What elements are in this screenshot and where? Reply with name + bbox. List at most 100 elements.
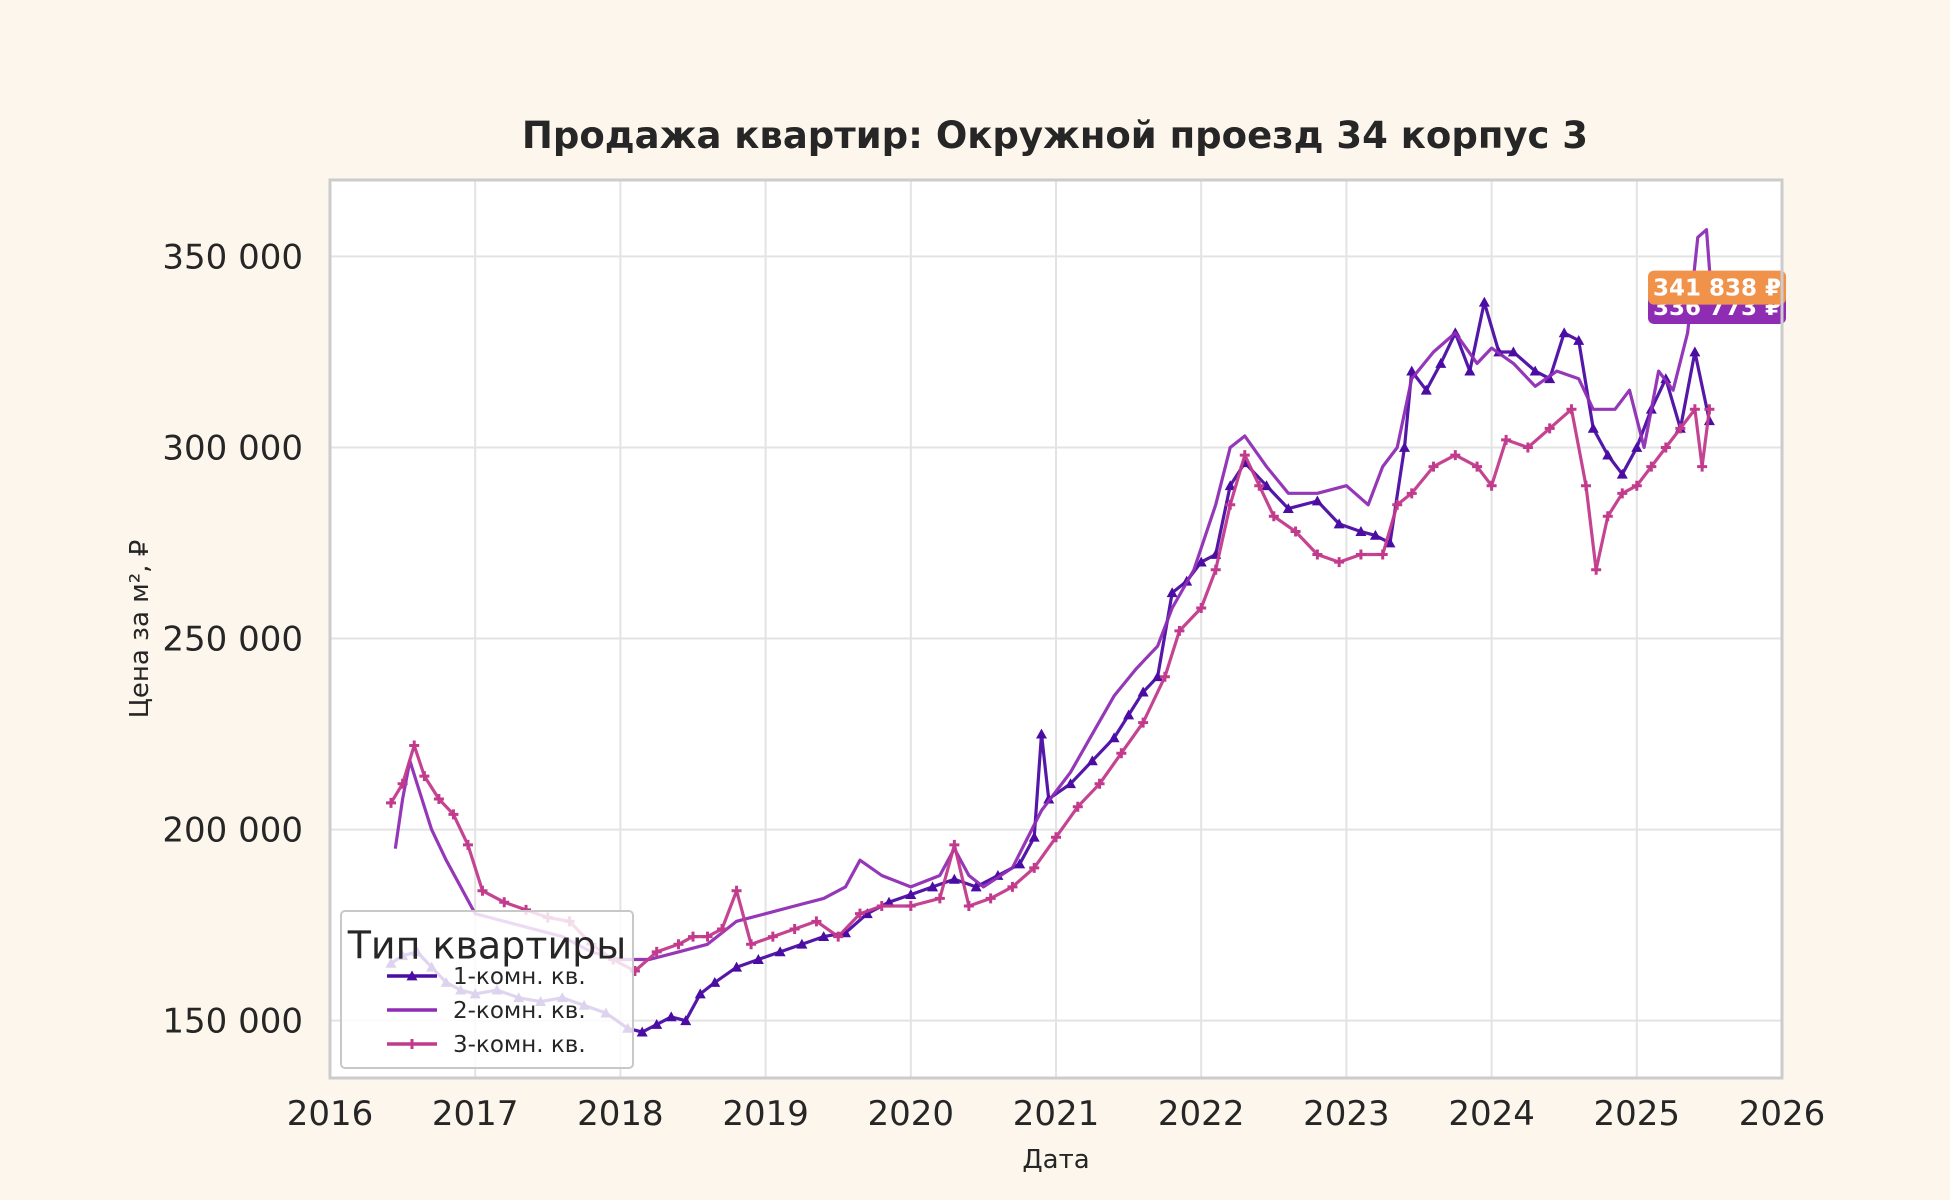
x-tick-label: 2021 [1013,1094,1100,1134]
data-point [1384,537,1396,548]
data-point [1631,480,1642,491]
data-point [1355,549,1366,560]
data-point [1108,732,1120,743]
data-point [1704,404,1715,415]
data-point [948,873,960,884]
data-point [1617,488,1628,499]
data-point [1196,602,1207,613]
data-point [636,1026,648,1037]
data-point [1333,518,1345,529]
data-point [796,938,808,949]
data-point [1311,495,1323,506]
data-point [731,961,743,972]
data-point [1616,468,1628,479]
data-point [1631,441,1643,452]
x-axis-label: Дата [1022,1145,1089,1175]
y-gridlines [330,255,1782,1022]
data-point [1450,450,1461,461]
data-point [1392,499,1403,510]
data-point [462,839,473,850]
data-point [433,794,444,805]
data-point [409,740,420,751]
legend-marker [406,970,418,981]
data-point [1406,488,1417,499]
data-point [1051,832,1061,843]
data-point [717,923,728,934]
data-point [499,897,510,908]
data-point [1224,480,1236,491]
data-point [1282,503,1294,514]
data-point [1086,755,1098,766]
data-point [1689,346,1701,357]
value-badge: 341 838 ₽ [1648,270,1786,305]
data-point [818,931,830,942]
data-point [1544,423,1555,434]
data-point [1072,801,1083,812]
data-point [665,1011,677,1022]
data-point [1544,373,1556,384]
y-tick-label: 150 000 [162,1002,303,1042]
data-point [1137,686,1149,697]
data-point [1472,461,1483,472]
data-point [1254,480,1265,491]
legend: Тип квартиры 1-комн. кв. 2-комн. кв. 3-ком… [340,910,634,1069]
data-point [688,931,698,942]
data-point [1195,556,1207,567]
data-point [1138,717,1149,728]
data-point [397,778,408,789]
data-point [905,889,917,899]
data-point [1007,881,1018,892]
data-point [1312,549,1323,560]
data-point [1268,511,1279,522]
x-tick-label: 2017 [432,1094,519,1134]
data-point [385,797,396,808]
data-point [1507,346,1519,357]
data-point [673,939,684,950]
legend-entry: 1-комн. кв. [387,964,586,990]
data-point [1094,778,1105,789]
data-point [1478,296,1490,307]
data-point [1029,862,1040,873]
data-point [651,946,662,957]
data-point [1398,441,1410,452]
data-point [448,809,459,820]
data-point [1334,557,1345,568]
data-point [1369,529,1381,540]
data-point [1602,449,1614,460]
data-point [1166,587,1178,598]
data-point [477,885,488,896]
data-point [854,908,865,919]
data-point [1159,671,1170,682]
data-point [1573,334,1585,345]
legend-marker [407,1039,417,1049]
data-point [1464,365,1476,376]
data-point [949,839,960,850]
y-tick-label: 350 000 [162,237,303,277]
data-point [811,916,822,927]
data-point [1428,461,1439,472]
data-point [1675,423,1686,434]
data-point [731,885,742,896]
y-tick-label: 300 000 [162,428,303,468]
data-point [1355,526,1367,536]
data-point [694,988,706,999]
x-tick-label: 2026 [1739,1094,1826,1134]
data-point [789,923,800,934]
data-point [419,771,430,782]
badge-label: 341 838 ₽ [1653,276,1781,302]
data-point [1486,480,1497,491]
data-point [934,893,945,904]
plot-frame [328,178,1784,1080]
data-point [1290,526,1301,537]
data-point [963,901,974,912]
data-point [1035,728,1047,739]
data-point [1660,442,1671,453]
x-tick-label: 2019 [722,1094,809,1134]
x-tick-label: 2025 [1594,1094,1681,1134]
data-point [1420,384,1432,395]
x-tick-label: 2018 [577,1094,664,1134]
data-point [1580,480,1591,491]
data-point [752,954,764,964]
data-point [1123,709,1135,720]
data-point [1065,778,1077,789]
